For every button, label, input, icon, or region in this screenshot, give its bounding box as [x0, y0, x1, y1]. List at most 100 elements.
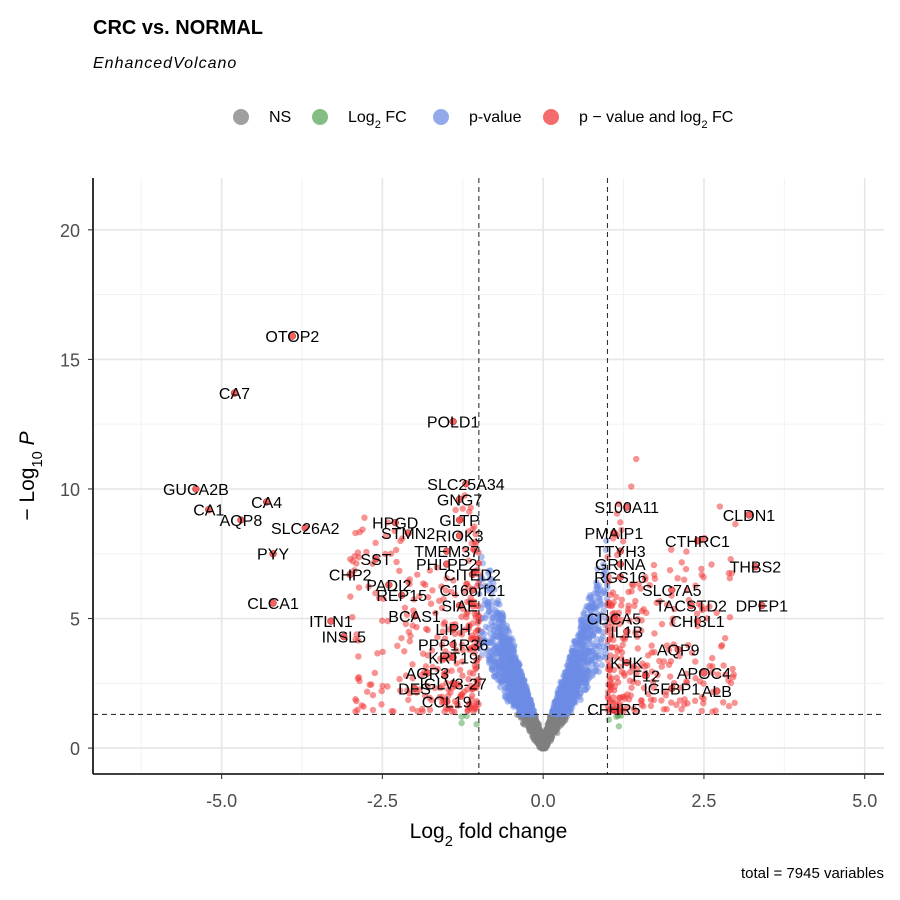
data-point	[503, 625, 510, 633]
data-point	[465, 528, 472, 535]
labeled-data-point	[668, 586, 676, 594]
gene-label: SIAE	[441, 599, 477, 616]
data-point	[703, 615, 711, 622]
gene-label: CFHR5	[587, 702, 640, 719]
labeled-data-point	[301, 524, 309, 532]
data-point	[491, 586, 498, 593]
data-point	[416, 592, 423, 600]
gene-label: THBS2	[730, 560, 782, 577]
gene-label: REP15	[376, 588, 427, 605]
data-point	[422, 663, 430, 670]
data-point	[429, 663, 436, 671]
data-point	[640, 703, 647, 710]
data-point	[572, 699, 579, 706]
data-point	[614, 647, 621, 655]
legend-label: p-value	[469, 109, 522, 126]
y-tick-label: 20	[60, 221, 80, 241]
data-point	[730, 674, 737, 681]
data-point	[691, 697, 699, 705]
data-point	[465, 625, 472, 633]
data-point	[471, 523, 478, 530]
data-point	[593, 579, 600, 586]
data-point	[425, 593, 432, 601]
chart-caption: total = 7945 variables	[741, 865, 884, 882]
data-point	[714, 671, 722, 678]
data-point	[452, 506, 459, 514]
data-point	[426, 694, 433, 701]
data-point	[708, 561, 715, 568]
data-point	[439, 628, 447, 635]
labeled-data-point	[443, 697, 451, 706]
gene-label: PYY	[257, 547, 289, 564]
data-point	[572, 638, 579, 645]
gene-label: CA1	[193, 503, 224, 520]
data-point	[491, 622, 498, 630]
data-point	[678, 559, 685, 566]
data-point	[618, 706, 625, 714]
x-tick-label: 5.0	[852, 791, 877, 811]
data-point	[669, 620, 676, 627]
data-point	[604, 688, 612, 696]
data-point	[409, 705, 416, 713]
labeled-data-point	[410, 684, 419, 693]
data-point	[401, 648, 408, 655]
labeled-data-point	[745, 511, 753, 519]
labeled-data-point	[443, 547, 451, 555]
data-point	[443, 575, 450, 582]
data-point	[718, 643, 725, 650]
data-point	[458, 713, 465, 720]
data-point	[662, 688, 670, 695]
data-point	[700, 573, 707, 581]
data-point	[678, 706, 685, 713]
data-point	[613, 674, 620, 681]
data-point	[653, 599, 660, 606]
labeled-data-point	[449, 653, 457, 662]
data-point	[708, 669, 716, 676]
data-point	[413, 623, 420, 631]
data-point	[638, 608, 646, 615]
data-point	[682, 565, 690, 573]
data-point	[445, 686, 452, 693]
data-point	[468, 540, 476, 547]
labeled-data-point	[668, 684, 676, 693]
data-point	[692, 582, 699, 589]
data-point	[508, 656, 515, 663]
data-point	[628, 588, 635, 595]
data-point	[352, 708, 359, 715]
labeled-data-point	[642, 671, 650, 680]
data-point	[429, 587, 436, 594]
data-point	[508, 691, 516, 699]
gene-label: RIOK3	[436, 529, 484, 546]
data-point	[441, 635, 449, 642]
data-point	[607, 652, 614, 659]
data-point	[483, 587, 491, 594]
data-point	[624, 691, 631, 698]
data-point	[488, 666, 495, 673]
data-point	[458, 631, 466, 638]
labeled-data-point	[455, 601, 464, 610]
data-point	[349, 613, 356, 621]
data-point	[618, 655, 625, 662]
gene-label: CHP2	[329, 567, 372, 584]
data-point	[565, 676, 572, 684]
data-point	[394, 642, 401, 650]
data-point	[369, 691, 377, 699]
data-point	[685, 596, 693, 604]
data-point	[582, 686, 589, 694]
data-point	[372, 589, 379, 597]
labeled-data-point	[410, 612, 419, 620]
data-point	[427, 600, 435, 607]
data-point	[590, 622, 597, 630]
data-point	[544, 735, 551, 743]
data-point	[634, 645, 642, 652]
data-point	[466, 703, 473, 711]
data-point	[667, 699, 675, 706]
data-point	[442, 587, 450, 594]
data-point	[465, 675, 472, 683]
data-point	[615, 500, 622, 508]
data-point	[698, 707, 705, 715]
x-tick-label: 0.0	[531, 791, 556, 811]
data-point	[568, 671, 575, 679]
data-point	[398, 634, 405, 642]
